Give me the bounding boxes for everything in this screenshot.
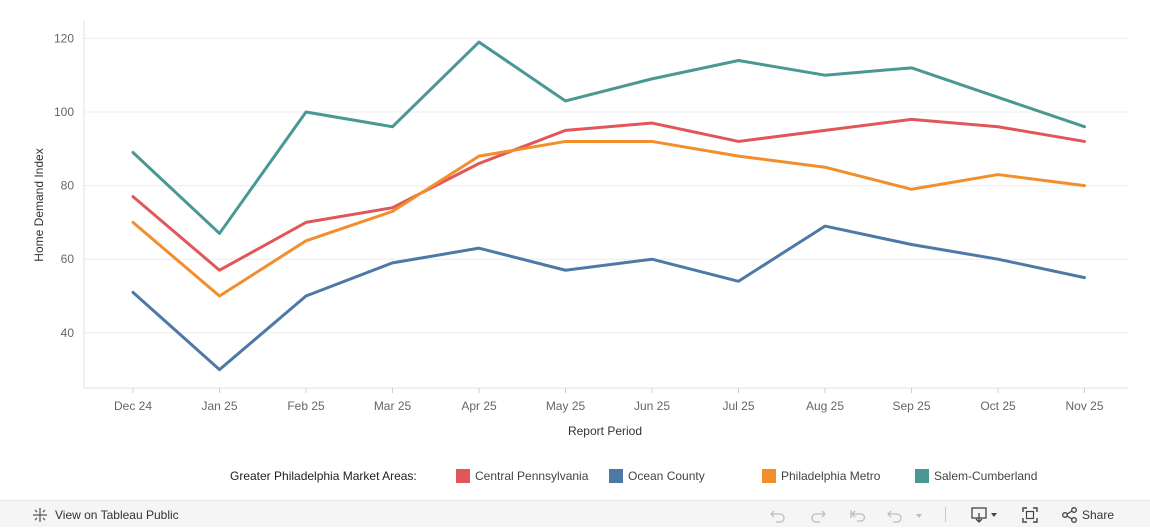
fullscreen-button[interactable] [1020, 505, 1040, 525]
legend-title: Greater Philadelphia Market Areas: [230, 469, 417, 483]
y-tick-label: 120 [54, 31, 74, 45]
y-tick-label: 60 [61, 252, 75, 266]
x-tick-label: Apr 25 [461, 399, 497, 413]
x-tick-label: Oct 25 [980, 399, 1016, 413]
x-tick-label: Dec 24 [114, 399, 152, 413]
series-lines [131, 40, 1086, 372]
x-tick-label: Feb 25 [287, 399, 325, 413]
revert-icon [850, 510, 866, 522]
legend-swatch [762, 469, 776, 483]
y-tick-label: 100 [54, 105, 74, 119]
series-line-central-pennsylvania[interactable] [131, 117, 1086, 272]
x-tick-label: May 25 [546, 399, 586, 413]
legend-swatch [456, 469, 470, 483]
series-line-ocean-county[interactable] [131, 224, 1086, 372]
x-tick-label: Aug 25 [806, 399, 844, 413]
legend-label: Ocean County [628, 469, 705, 483]
legend: Greater Philadelphia Market Areas: Centr… [0, 462, 1150, 490]
gridlines [84, 37, 1128, 334]
share-button[interactable]: Share [1060, 505, 1114, 525]
legend-label: Central Pennsylvania [475, 469, 589, 483]
axes: 40 60 80 100 120 Dec 24 Jan 25 Feb 25 Mar 25 Apr … [54, 20, 1128, 413]
download-button[interactable] [970, 505, 1000, 525]
y-axis-title: Home Demand Index [32, 148, 46, 261]
tableau-toolbar: View on Tableau Public Sha [0, 500, 1150, 527]
series-line-philadelphia-metro[interactable] [131, 139, 1086, 298]
tableau-logo-icon [32, 507, 48, 526]
y-tick-label: 80 [61, 179, 75, 193]
x-tick-label: Sep 25 [892, 399, 930, 413]
y-tick-label: 40 [61, 326, 75, 340]
view-on-label: View on Tableau Public [55, 508, 179, 522]
undo-button[interactable] [768, 505, 788, 525]
refresh-button[interactable] [885, 505, 905, 525]
legend-swatch [609, 469, 623, 483]
share-icon [1062, 507, 1077, 523]
x-tick-label: Jul 25 [722, 399, 754, 413]
caret-down-icon [916, 514, 922, 518]
x-tick-label: Nov 25 [1065, 399, 1103, 413]
undo-icon [770, 510, 785, 523]
refresh-icon [887, 510, 902, 523]
refresh-menu-button[interactable] [912, 505, 926, 525]
x-axis-title: Report Period [568, 424, 642, 438]
legend-label: Philadelphia Metro [781, 469, 881, 483]
fullscreen-icon [1022, 507, 1038, 523]
share-label: Share [1082, 508, 1115, 522]
legend-label: Salem-Cumberland [934, 469, 1038, 483]
redo-icon [811, 510, 826, 523]
redo-button[interactable] [808, 505, 828, 525]
revert-button[interactable] [848, 505, 868, 525]
x-tick-label: Jun 25 [634, 399, 670, 413]
line-chart: 40 60 80 100 120 Dec 24 Jan 25 Feb 25 Mar 25 Apr … [32, 20, 1128, 438]
x-tick-label: Mar 25 [374, 399, 412, 413]
toolbar-divider [945, 507, 946, 522]
chart-area: 40 60 80 100 120 Dec 24 Jan 25 Feb 25 Mar 25 Apr … [32, 20, 1128, 438]
legend-swatch [915, 469, 929, 483]
x-tick-label: Jan 25 [201, 399, 237, 413]
download-icon [971, 507, 997, 523]
series-line-salem-cumberland[interactable] [131, 40, 1086, 235]
